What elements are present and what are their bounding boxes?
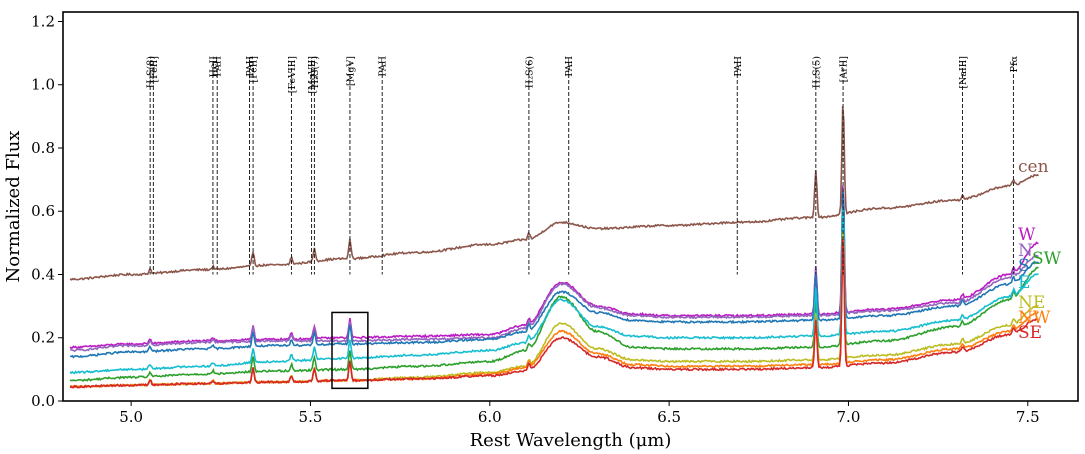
line-id-label: Pfα — [1009, 55, 1020, 72]
x-tick-label: 6.0 — [478, 408, 502, 426]
series-label-nw: NW — [1018, 308, 1051, 328]
x-tick-label: 7.5 — [1016, 408, 1040, 426]
series-label-se: SE — [1018, 323, 1042, 343]
y-tick-label: 0.0 — [31, 392, 55, 410]
inset-layer — [331, 311, 369, 390]
series-line-se — [69, 238, 1039, 389]
y-tick-label: 0.4 — [31, 265, 55, 283]
y-tick-label: 0.2 — [31, 329, 55, 347]
y-axis: 0.0 0.2 0.4 0.6 0.8 1.0 1.2 — [31, 12, 63, 410]
series-label-ne: NE — [1018, 293, 1045, 313]
series-layer — [69, 106, 1040, 389]
zoom-region-box — [331, 311, 369, 390]
line-id-label: [ArII] — [839, 56, 850, 82]
line-id-label: PAH — [733, 56, 744, 77]
x-axis-title: Rest Wavelength (μm) — [470, 430, 672, 451]
series-line-e — [69, 207, 1039, 375]
line-id-label: H₂S(5) — [811, 56, 822, 88]
line-id-label: PAH — [564, 56, 575, 77]
series-label-w: W — [1018, 225, 1036, 245]
y-tick-label: 1.2 — [31, 12, 55, 30]
series-line-n — [70, 187, 1039, 353]
y-axis-title: Normalized Flux — [3, 131, 24, 283]
x-axis: 5.0 5.5 6.0 6.5 7.0 7.5 — [119, 401, 1040, 426]
x-tick-label: 6.5 — [657, 408, 681, 426]
series-line-s — [69, 191, 1040, 359]
x-tick-label: 5.5 — [299, 408, 323, 426]
line-id-label: PAH — [245, 56, 256, 77]
y-tick-label: 1.0 — [31, 76, 55, 94]
line-id-label: H₂S(7) — [310, 56, 321, 88]
series-label-n: N — [1018, 241, 1033, 261]
series-label-cen: cen — [1018, 157, 1049, 177]
line-id-label: [FeVIII] — [287, 56, 298, 93]
x-tick-label: 7.0 — [837, 408, 861, 426]
line-id-label: PAH — [378, 56, 389, 77]
series-label-s: S — [1018, 256, 1030, 276]
line-id-label: [FeII] — [149, 56, 160, 83]
line-id-label: [NaIII] — [958, 56, 969, 89]
line-id-label: [MgVII] — [307, 56, 318, 94]
series-line-cen — [69, 106, 1039, 281]
line-id-label: H₂S(6) — [524, 56, 535, 88]
y-tick-label: 0.8 — [31, 139, 55, 157]
line-id-label: HeII — [208, 56, 219, 78]
series-line-sw — [69, 217, 1039, 382]
y-tick-label: 0.6 — [31, 202, 55, 220]
line-id-label: PAH — [213, 56, 224, 77]
line-id-label: [FeII] — [249, 56, 260, 83]
x-tick-label: 5.0 — [119, 408, 143, 426]
series-label-sw: SW — [1032, 249, 1062, 269]
series-label-e: E — [1018, 273, 1030, 293]
plot-frame — [62, 11, 1079, 402]
series-line-w — [69, 185, 1039, 350]
line-id-label: [MgV] — [345, 56, 356, 86]
line-id-label: H₂S(8) — [146, 56, 157, 88]
